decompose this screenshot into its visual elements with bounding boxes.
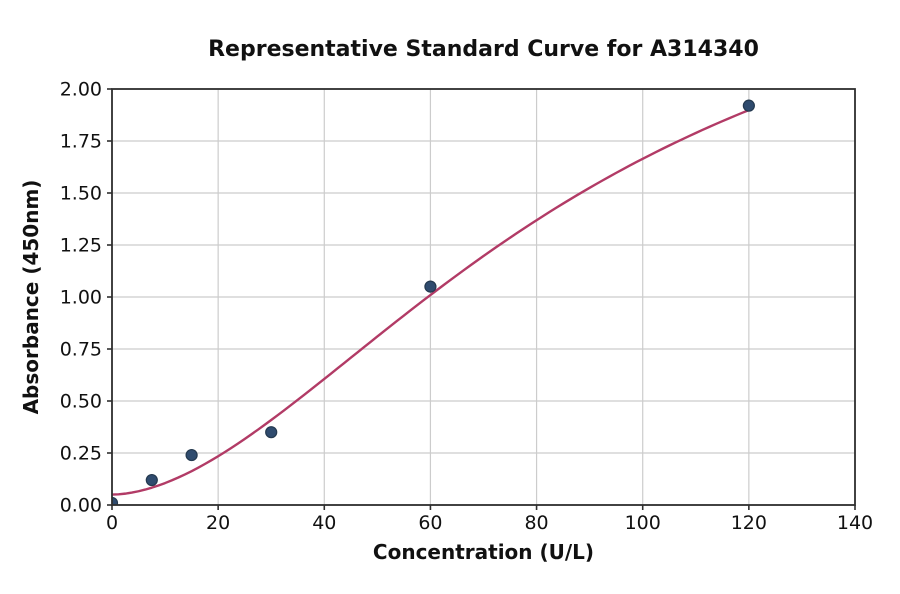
x-tick-label: 140 <box>837 512 873 534</box>
x-tick-label: 0 <box>106 512 118 534</box>
x-axis-label: Concentration (U/L) <box>373 540 594 564</box>
data-point <box>185 448 198 462</box>
y-tick-label: 2.00 <box>60 79 102 101</box>
y-tick-label: 1.75 <box>60 131 102 153</box>
data-point <box>145 473 158 487</box>
y-tick-label: 1.50 <box>60 183 102 205</box>
data-point <box>265 426 278 439</box>
tick-marks <box>107 88 856 510</box>
x-tick-label: 100 <box>625 512 661 534</box>
fit-curve-line <box>112 108 751 496</box>
gridlines <box>111 88 856 506</box>
y-tick-label: 0.25 <box>60 443 102 465</box>
data-point <box>424 280 437 293</box>
y-axis-label: Absorbance (450nm) <box>19 180 43 415</box>
y-tick-label: 0.50 <box>60 391 102 413</box>
x-tick-label: 40 <box>312 512 336 534</box>
data-points <box>112 99 755 505</box>
x-tick-label: 80 <box>524 512 548 534</box>
y-tick-label: 1.00 <box>60 287 102 309</box>
x-axis-tick-labels: 0 20 40 60 80 100 120 140 <box>106 512 873 534</box>
y-axis-tick-labels: 0.00 0.25 0.50 0.75 1.00 1.25 1.50 1.75 2.00 <box>60 79 102 517</box>
y-tick-label: 1.25 <box>60 235 102 257</box>
y-tick-label: 0.00 <box>60 495 102 517</box>
y-tick-label: 0.75 <box>60 339 102 361</box>
x-tick-label: 20 <box>206 512 230 534</box>
chart-title: Representative Standard Curve for A31434… <box>208 37 759 62</box>
data-point <box>742 99 755 112</box>
x-tick-label: 60 <box>418 512 442 534</box>
x-tick-label: 120 <box>731 512 767 534</box>
data-point <box>112 496 119 505</box>
